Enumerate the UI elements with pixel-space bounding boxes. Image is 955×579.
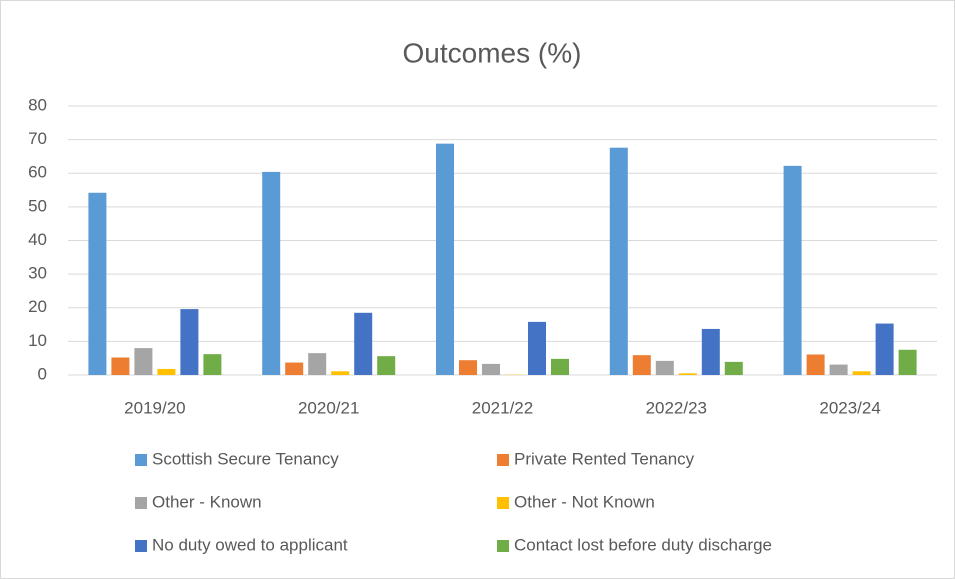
- y-tick-label: 70: [28, 129, 47, 148]
- bar: [528, 321, 546, 375]
- legend-label: Private Rented Tenancy: [514, 449, 695, 468]
- bar: [308, 353, 327, 375]
- legend-label: Other - Not Known: [514, 492, 655, 511]
- legend-swatch: [497, 497, 509, 509]
- legend-label: Other - Known: [152, 492, 262, 511]
- x-tick-label: 2021/22: [472, 398, 533, 417]
- bar: [783, 165, 802, 375]
- bar: [482, 363, 500, 375]
- bar: [262, 171, 281, 375]
- x-tick-label: 2022/23: [646, 398, 707, 417]
- legend-label: Scottish Secure Tenancy: [152, 449, 339, 468]
- bar: [806, 354, 825, 375]
- y-tick-label: 0: [38, 364, 47, 383]
- x-tick-label: 2019/20: [124, 398, 185, 417]
- bar: [180, 309, 199, 375]
- y-tick-label: 10: [28, 331, 47, 350]
- legend-swatch: [135, 454, 147, 466]
- bar: [875, 323, 894, 375]
- bar: [157, 368, 176, 375]
- bar: [724, 361, 743, 375]
- bar: [285, 362, 304, 375]
- bar: [609, 147, 628, 375]
- y-tick-label: 60: [28, 163, 47, 182]
- legend-swatch: [497, 540, 509, 552]
- legend-label: No duty owed to applicant: [152, 535, 348, 554]
- bar: [678, 373, 697, 375]
- bar: [436, 143, 454, 375]
- bar: [632, 355, 651, 375]
- legend-label: Contact lost before duty discharge: [514, 535, 772, 554]
- bar: [459, 360, 477, 375]
- bar: [655, 360, 674, 375]
- bar: [829, 364, 848, 375]
- bar: [203, 354, 222, 375]
- bar: [331, 371, 350, 375]
- bar: [377, 356, 396, 375]
- bar: [134, 348, 153, 375]
- bar: [701, 328, 720, 375]
- bar: [551, 358, 569, 375]
- y-tick-label: 30: [28, 264, 47, 283]
- chart-title: Outcomes (%): [403, 37, 582, 68]
- x-tick-label: 2023/24: [819, 398, 880, 417]
- y-tick-label: 40: [28, 230, 47, 249]
- y-tick-label: 20: [28, 297, 47, 316]
- bar: [354, 312, 373, 375]
- x-tick-label: 2020/21: [298, 398, 359, 417]
- legend-swatch: [135, 497, 147, 509]
- bar: [852, 371, 871, 375]
- y-tick-label: 80: [28, 95, 47, 114]
- bar: [898, 349, 917, 375]
- bar: [111, 357, 130, 375]
- legend-swatch: [135, 540, 147, 552]
- bar: [88, 192, 107, 375]
- legend-swatch: [497, 454, 509, 466]
- y-tick-label: 50: [28, 196, 47, 215]
